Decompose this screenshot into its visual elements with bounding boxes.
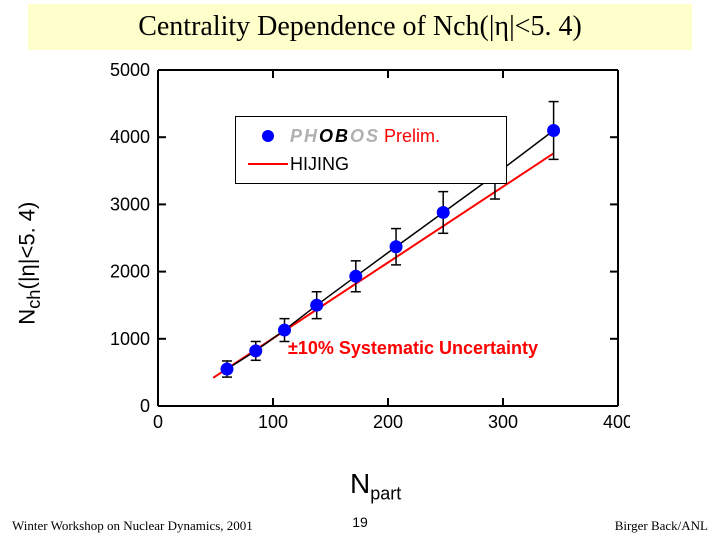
circle-marker-icon xyxy=(246,130,290,142)
line-marker-icon xyxy=(246,163,290,165)
y-axis-label: Nch(|η|<5. 4) xyxy=(14,202,44,325)
systematic-uncertainty-label: ±10% Systematic Uncertainty xyxy=(288,338,538,359)
svg-text:4000: 4000 xyxy=(110,127,150,147)
svg-text:5000: 5000 xyxy=(110,60,150,80)
prelim-label: Prelim. xyxy=(384,126,440,147)
footer-right: Birger Back/ANL xyxy=(615,518,708,534)
hijing-label: HIJING xyxy=(290,154,349,175)
phobos-label: PHOBOS xyxy=(290,126,380,147)
legend-row-phobos: PHOBOS Prelim. xyxy=(246,122,496,150)
svg-text:2000: 2000 xyxy=(110,262,150,282)
svg-text:200: 200 xyxy=(373,412,403,432)
svg-text:3000: 3000 xyxy=(110,194,150,214)
svg-text:0: 0 xyxy=(153,412,163,432)
legend-box: PHOBOS Prelim. HIJING xyxy=(235,116,507,184)
x-axis-label: Npart xyxy=(350,468,401,505)
svg-text:400: 400 xyxy=(603,412,630,432)
legend-row-hijing: HIJING xyxy=(246,150,496,178)
svg-text:0: 0 xyxy=(140,396,150,416)
svg-text:100: 100 xyxy=(258,412,288,432)
title-text: Centrality Dependence of Nch(|η|<5. 4) xyxy=(138,11,582,43)
svg-text:300: 300 xyxy=(488,412,518,432)
slide-number: 19 xyxy=(0,514,720,530)
slide: Centrality Dependence of Nch(|η|<5. 4) 0… xyxy=(0,0,720,540)
svg-text:1000: 1000 xyxy=(110,329,150,349)
title-bar: Centrality Dependence of Nch(|η|<5. 4) xyxy=(28,4,692,50)
